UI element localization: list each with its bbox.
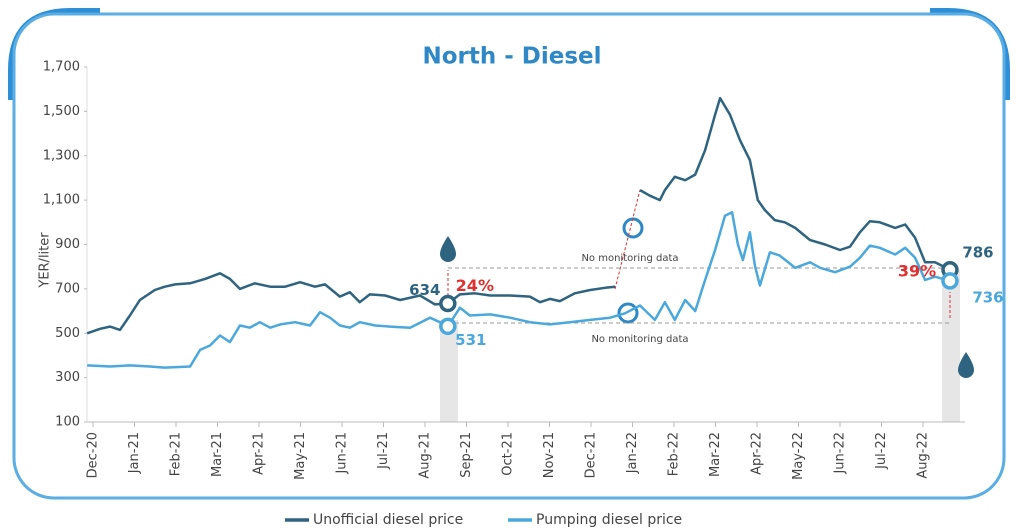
x-tick-label: Jun-21 xyxy=(335,432,350,475)
fuel-icon xyxy=(440,236,456,262)
x-tick-label: Jan-21 xyxy=(127,432,142,474)
y-tick-label: 100 xyxy=(55,415,80,430)
series-line xyxy=(86,96,951,335)
highlight-marker xyxy=(439,294,457,313)
x-tick-label: Aug-22 xyxy=(916,432,931,479)
x-tick-label: Dec-20 xyxy=(86,432,101,478)
series-line xyxy=(87,211,951,369)
x-tick-label: Jul-22 xyxy=(874,432,889,470)
fuel-icon xyxy=(958,352,974,378)
highlight-band xyxy=(942,270,960,422)
x-tick-label: Sep-21 xyxy=(459,432,474,478)
y-tick-label: 1,300 xyxy=(43,148,80,163)
highlight-marker xyxy=(439,317,457,336)
highlight-band xyxy=(440,320,458,422)
gap-connector xyxy=(614,189,641,290)
legend-label: Unofficial diesel price xyxy=(313,512,463,528)
note: No monitoring data xyxy=(591,334,688,345)
chart-title: North - Diesel xyxy=(422,44,601,70)
highlight-label: 531 xyxy=(455,331,486,349)
x-tick-label: Oct-21 xyxy=(501,432,516,476)
y-tick-label: 900 xyxy=(55,237,80,252)
x-tick-label: May-21 xyxy=(293,432,308,480)
x-tick-label: Jan-22 xyxy=(625,432,640,474)
x-tick-label: Jul-21 xyxy=(376,432,391,470)
x-tick-label: Feb-21 xyxy=(169,432,184,476)
legend-label: Pumping diesel price xyxy=(536,512,682,528)
highlight-label: 634 xyxy=(409,281,440,299)
change-label: 24% xyxy=(456,276,494,295)
x-tick-label: Dec-21 xyxy=(584,432,599,478)
x-tick-label: Mar-21 xyxy=(210,432,225,477)
y-tick-label: 500 xyxy=(55,326,80,341)
x-tick-label: Jun-22 xyxy=(833,432,848,475)
highlight-marker xyxy=(941,272,959,290)
highlight-label: 786 xyxy=(962,243,993,261)
x-tick-label: Apr-21 xyxy=(252,432,267,475)
y-tick-label: 1,100 xyxy=(43,193,80,208)
y-tick-label: 700 xyxy=(55,281,80,296)
y-axis-label: YER/liter xyxy=(38,232,53,289)
x-tick-label: Apr-22 xyxy=(750,432,765,475)
x-tick-label: Nov-21 xyxy=(542,432,557,478)
y-tick-label: 1,700 xyxy=(43,60,80,75)
x-tick-label: Aug-21 xyxy=(418,432,433,479)
y-tick-label: 1,500 xyxy=(43,104,80,119)
y-tick-label: 300 xyxy=(55,370,80,385)
change-label: 39% xyxy=(898,261,936,280)
x-tick-label: Mar-22 xyxy=(708,432,723,477)
highlight-label: 736 xyxy=(972,288,1003,306)
note: No monitoring data xyxy=(581,253,678,264)
frame xyxy=(12,12,1006,500)
x-tick-label: Feb-22 xyxy=(667,432,682,476)
x-tick-label: May-22 xyxy=(791,432,806,480)
no-data-icon xyxy=(622,217,644,239)
